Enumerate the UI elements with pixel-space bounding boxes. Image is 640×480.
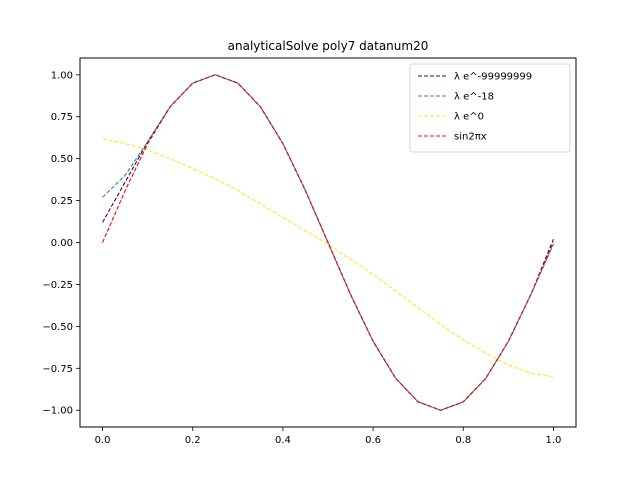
chart-title: analyticalSolve poly7 datanum20 <box>228 39 429 53</box>
x-tick-label: 0.6 <box>365 435 381 446</box>
legend-label: λ e^-18 <box>454 92 494 103</box>
y-tick-label: 1.00 <box>51 70 73 81</box>
y-tick-label: −0.25 <box>42 280 73 291</box>
x-tick-label: 0.0 <box>95 435 111 446</box>
x-tick-label: 0.4 <box>275 435 291 446</box>
legend: λ e^-99999999 λ e^-18 λ e^0 sin2πx <box>409 63 571 153</box>
y-tick-label: 0.25 <box>51 196 73 207</box>
legend-label: λ e^-99999999 <box>454 72 532 83</box>
x-tick-label: 0.2 <box>185 435 201 446</box>
x-tick-label: 1.0 <box>546 435 562 446</box>
legend-label: λ e^0 <box>454 112 484 123</box>
legend-label: sin2πx <box>454 132 487 143</box>
x-axis: 0.0 0.2 0.4 0.6 0.8 1.0 <box>95 427 562 446</box>
y-tick-label: 0.50 <box>51 154 73 165</box>
y-tick-label: −0.75 <box>42 364 73 375</box>
y-tick-label: −1.00 <box>42 406 73 417</box>
y-axis: −1.00 −0.75 −0.50 −0.25 0.00 0.25 0.50 0.75 1.00 <box>42 70 80 417</box>
x-tick-label: 0.8 <box>455 435 471 446</box>
series-line-2 <box>102 137 554 378</box>
series-layer <box>102 74 554 411</box>
y-tick-label: 0.00 <box>51 238 73 249</box>
legend-box <box>409 63 571 153</box>
series-line-3 <box>102 74 554 411</box>
y-tick-label: −0.50 <box>42 322 73 333</box>
y-tick-label: 0.75 <box>51 112 73 123</box>
